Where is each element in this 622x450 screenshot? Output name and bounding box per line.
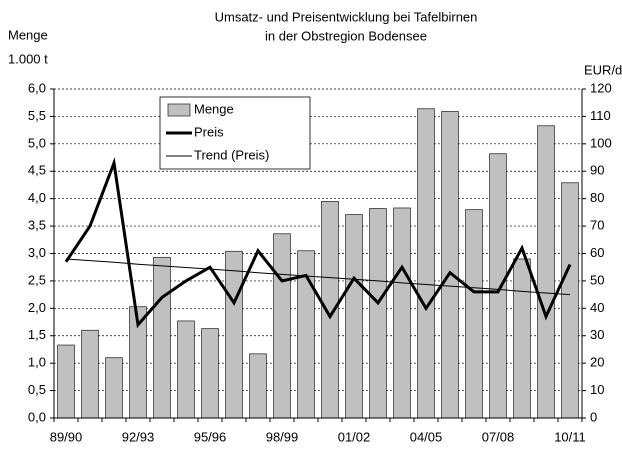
line [64, 157, 572, 329]
x-tick-label: 92/93 [122, 429, 155, 444]
y-tick-label: 0,0 [28, 409, 46, 424]
y-tick-label: 3,5 [28, 218, 46, 233]
y2-tick-label: 40 [590, 300, 604, 315]
bar [441, 111, 459, 419]
line [65, 258, 571, 296]
bar [153, 256, 171, 419]
x-tick-label: 01/02 [338, 429, 371, 444]
y2-tick-label: 30 [590, 327, 604, 342]
bar [273, 233, 291, 419]
y2-axis-label: EUR/dt [584, 62, 622, 77]
y-tick-label: 4,5 [28, 163, 46, 178]
y2-tick-label: 90 [590, 163, 604, 178]
y2-tick-label: 50 [590, 272, 604, 287]
bar [393, 207, 411, 419]
y2-tick-label: 60 [590, 245, 604, 260]
y2-tick-label: 10 [590, 382, 604, 397]
bar [561, 182, 579, 419]
y-tick-label: 6,0 [28, 80, 46, 95]
bar [537, 125, 555, 419]
bar [345, 214, 363, 419]
y-tick-label: 5,5 [28, 108, 46, 123]
y2-tick-label: 70 [590, 218, 604, 233]
y-tick-label: 0,5 [28, 382, 46, 397]
x-tick-label: 04/05 [410, 429, 443, 444]
y-tick-label: 5,0 [28, 135, 46, 150]
y2-tick-label: 120 [590, 80, 612, 95]
bar [465, 209, 483, 419]
x-tick-label: 07/08 [482, 429, 515, 444]
bar [513, 258, 531, 419]
bar [105, 357, 123, 419]
y-tick-label: 3,0 [28, 245, 46, 260]
y2-tick-label: 100 [590, 135, 612, 150]
bar [201, 328, 219, 419]
legend-label: Trend (Preis) [194, 147, 269, 162]
y2-tick-label: 0 [590, 409, 597, 424]
legend-label: Preis [194, 124, 224, 139]
chart-title: in der Obstregion Bodensee [265, 28, 427, 43]
legend-swatch [167, 103, 191, 117]
bar [81, 329, 99, 419]
bar [489, 153, 507, 419]
x-tick-label: 98/99 [266, 429, 299, 444]
y2-tick-label: 110 [590, 108, 611, 123]
x-tick-label: 95/96 [194, 429, 227, 444]
y-tick-label: 2,5 [28, 272, 46, 287]
legend-label: Menge [194, 101, 234, 116]
y-tick-label: 2,0 [28, 300, 46, 315]
y-tick-label: 4,0 [28, 190, 46, 205]
bar [177, 320, 195, 419]
bar [57, 344, 75, 419]
y-axis-label: Menge [8, 27, 48, 42]
y-tick-label: 1,0 [28, 355, 46, 370]
chart-title: Umsatz- und Preisentwicklung bei Tafelbi… [215, 9, 478, 24]
y2-tick-label: 20 [590, 355, 604, 370]
bar [369, 208, 387, 419]
y-tick-label: 1,5 [28, 327, 46, 342]
x-tick-label: 10/11 [554, 429, 586, 444]
bar [417, 108, 435, 419]
bar [249, 353, 267, 419]
y-axis-label: 1.000 t [8, 51, 48, 66]
x-tick-label: 89/90 [50, 429, 83, 444]
y2-tick-label: 80 [590, 190, 604, 205]
bar [225, 250, 243, 419]
